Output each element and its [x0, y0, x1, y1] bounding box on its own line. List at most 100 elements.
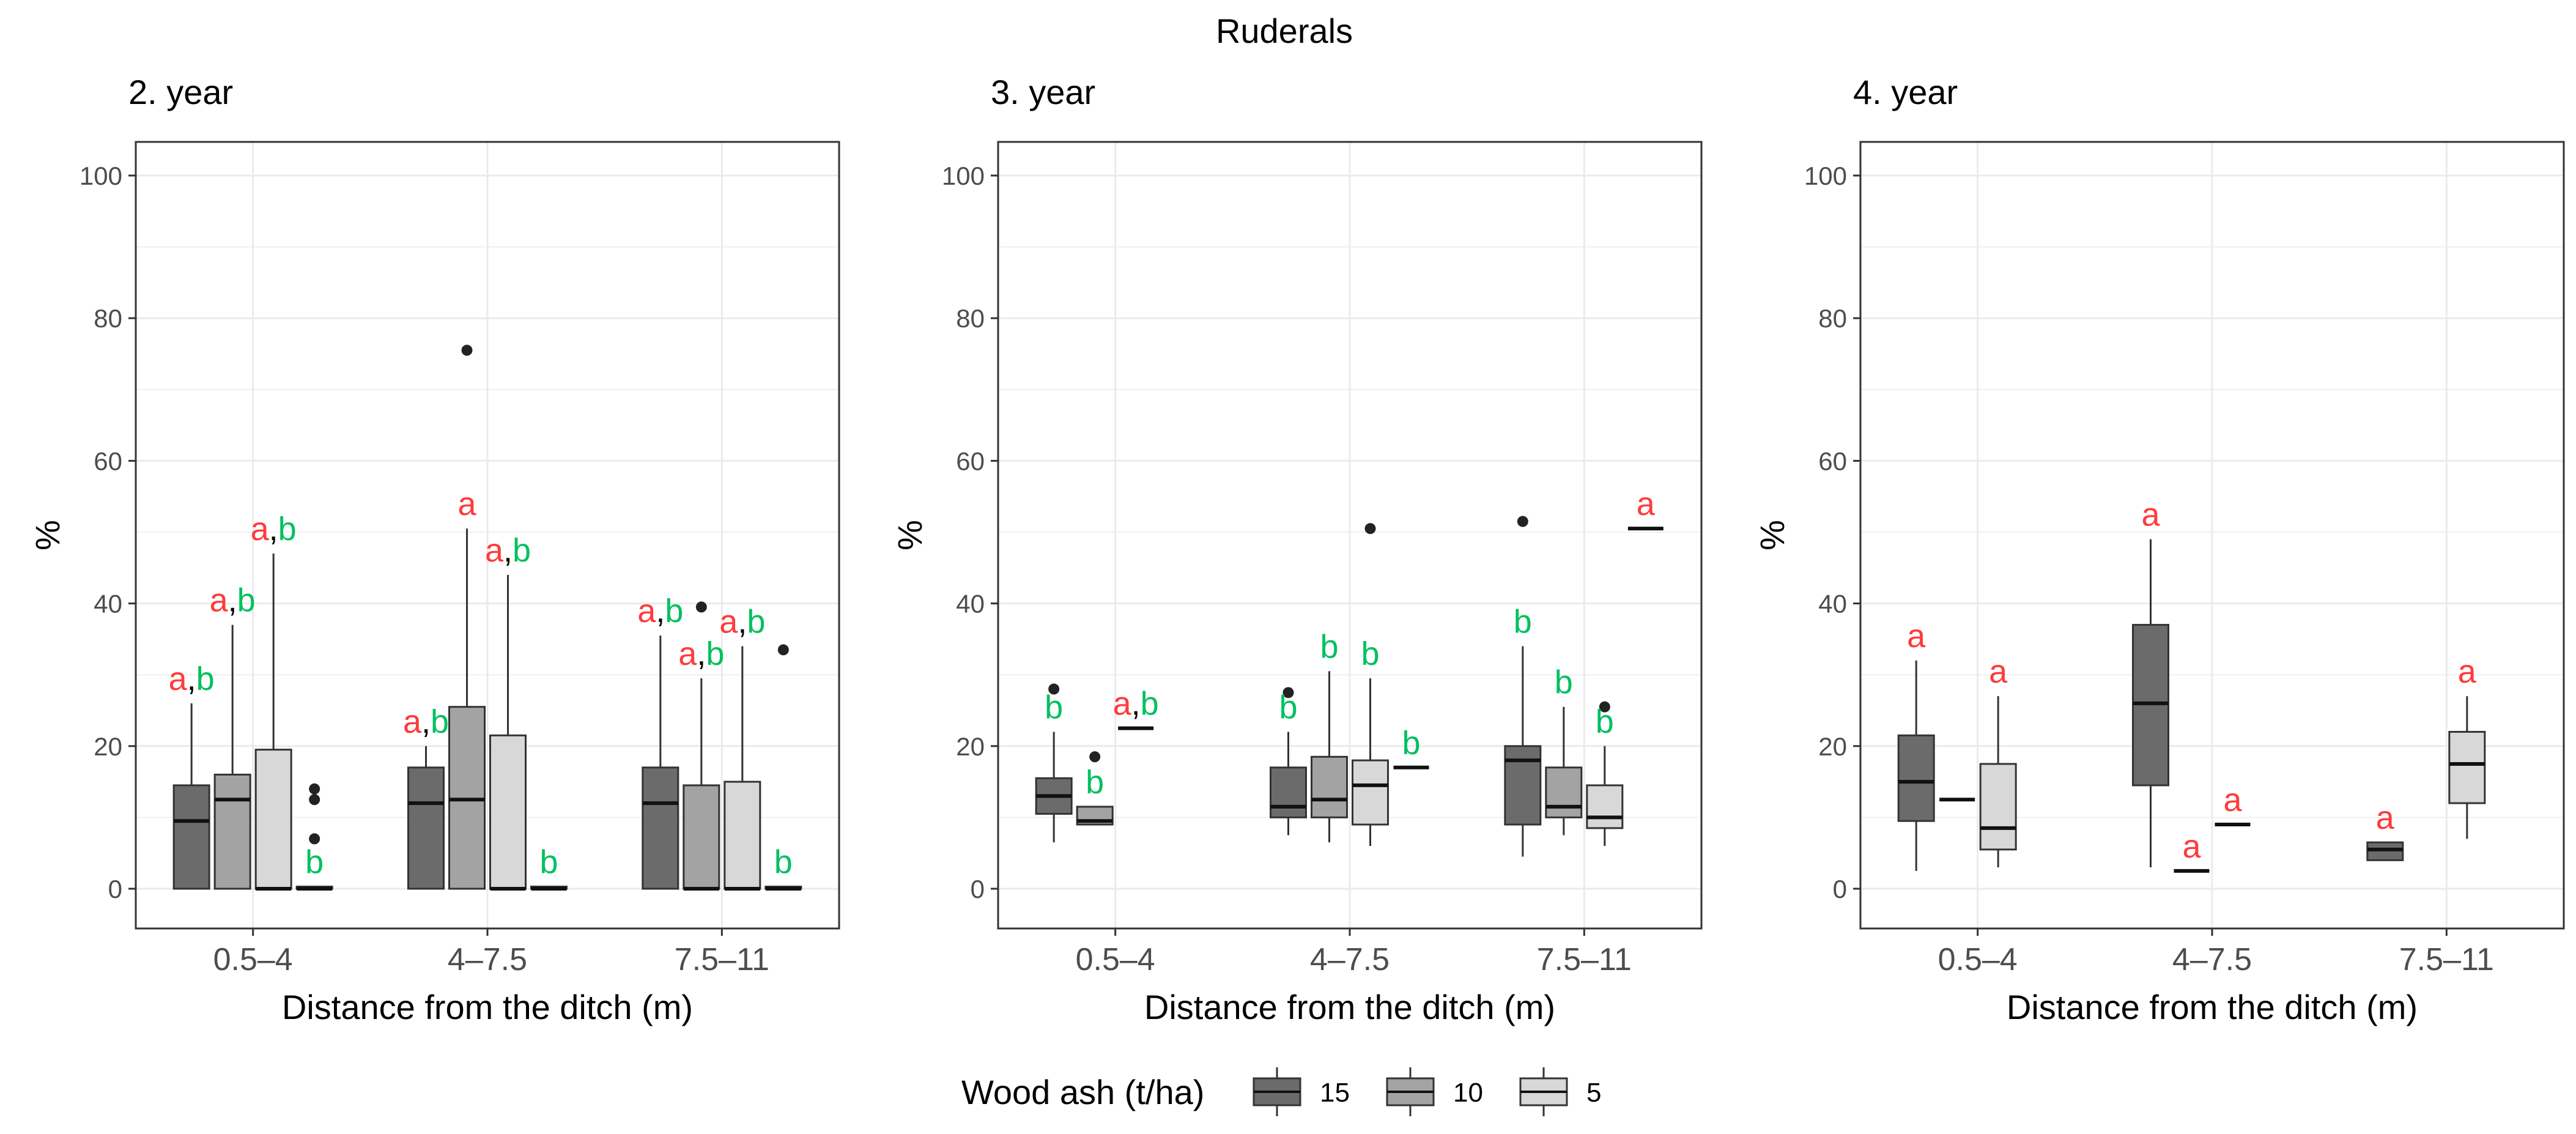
box-wash-15: b: [1504, 516, 1542, 857]
box-iqr: [1504, 745, 1542, 826]
outlier-point: [1364, 523, 1376, 535]
significance-label: a,b: [1113, 686, 1159, 722]
significance-letter-a: a: [1113, 686, 1132, 722]
significance-letter-a: a: [1989, 653, 2008, 690]
significance-label: a,b: [719, 604, 765, 640]
box-wash-15: b: [1035, 683, 1073, 843]
chart-title: Ruderals: [1216, 12, 1353, 50]
significance-label: a: [2376, 799, 2395, 836]
panel-title: 3. year: [991, 73, 1095, 111]
y-tick-label: 80: [94, 304, 122, 333]
significance-letter-a: a: [2141, 497, 2160, 533]
significance-letter-a: a: [2458, 653, 2477, 690]
box-wash-5: b: [1586, 701, 1624, 847]
y-tick-label: 80: [1818, 304, 1847, 333]
box-wash-10: b: [1311, 628, 1348, 843]
significance-label: a: [2223, 782, 2242, 818]
category-group: b b a,b: [1035, 683, 1159, 843]
label-comma: ,: [656, 593, 665, 629]
box-iqr: [1586, 784, 1624, 829]
category-group: aaa: [2132, 497, 2251, 873]
significance-label: a: [1907, 618, 1926, 654]
significance-label: a,b: [251, 511, 297, 547]
x-tick-label: 7.5–11: [675, 942, 769, 977]
significance-letter-a: a: [169, 661, 188, 697]
significance-letter-a: a: [403, 703, 422, 740]
outlier-point: [309, 833, 320, 845]
significance-letter-b: b: [747, 604, 765, 640]
significance-label: b: [1045, 689, 1063, 725]
panel-title: 2. year: [128, 73, 233, 111]
box-wash-15: b: [1270, 687, 1307, 836]
box-wash-5: a: [1979, 653, 2017, 868]
box-wash-15: a: [2132, 497, 2169, 868]
significance-label: b: [1086, 764, 1104, 801]
significance-letter-b: b: [431, 703, 449, 740]
significance-letter-b: b: [1596, 703, 1614, 740]
box-iqr: [254, 749, 292, 890]
legend: Wood ash (t/ha) 15 10 5: [961, 1067, 1601, 1116]
box-wash-0: a: [1627, 486, 1664, 531]
box-iqr: [2448, 730, 2486, 804]
box-wash-15: a: [1897, 618, 1935, 871]
y-tick-label: 80: [956, 304, 985, 333]
box-wash-10: a: [2174, 828, 2210, 873]
category-group: a,baa,bb: [403, 344, 568, 891]
significance-letter-b: b: [278, 511, 297, 547]
significance-letter-b: b: [1320, 628, 1338, 665]
significance-letter-a: a: [1907, 618, 1926, 654]
label-comma: ,: [1131, 686, 1141, 722]
box-wash-0: b: [764, 644, 802, 891]
significance-label: a,b: [485, 532, 531, 569]
significance-letter-b: b: [1402, 725, 1420, 762]
box-iqr: [1352, 759, 1389, 826]
category-group: aa: [1897, 618, 2017, 871]
outlier-point: [777, 644, 789, 656]
x-axis-title: Distance from the ditch (m): [1144, 988, 1555, 1026]
box-wash-15: a,b: [169, 661, 215, 890]
box-iqr: [407, 766, 445, 890]
y-axis-title: %: [1753, 520, 1791, 550]
outlier-point: [461, 344, 473, 356]
panel-title: 4. year: [1853, 73, 1958, 111]
box-wash-15: a,b: [637, 593, 683, 890]
category-group: a,ba,ba,bb: [169, 511, 333, 891]
y-tick-label: 100: [80, 161, 122, 190]
box-iqr: [642, 766, 679, 890]
x-tick-label: 4–7.5: [1310, 942, 1390, 977]
box-wash-10: a,b: [210, 582, 256, 890]
label-comma: ,: [697, 636, 706, 672]
significance-letter-b: b: [665, 593, 683, 629]
significance-label: b: [1361, 636, 1379, 672]
outlier-point: [309, 783, 320, 795]
significance-letter-a: a: [719, 604, 738, 640]
significance-label: b: [774, 844, 793, 881]
box-wash-5: a: [2215, 782, 2251, 827]
outlier-point: [1517, 516, 1528, 527]
significance-label: b: [539, 844, 558, 881]
x-tick-label: 4–7.5: [2172, 942, 2252, 977]
significance-letter-a: a: [637, 593, 656, 629]
outlier-point: [1282, 687, 1294, 699]
y-tick-label: 0: [971, 875, 985, 903]
significance-letter-b: b: [706, 636, 724, 672]
box-iqr: [213, 773, 251, 890]
legend-title: Wood ash (t/ha): [961, 1073, 1204, 1111]
significance-label: a,b: [637, 593, 683, 629]
panels: a,ba,ba,bba,baa,bba,ba,ba,bb020406080100…: [28, 73, 2565, 1026]
box-wash-10: b: [1545, 664, 1583, 836]
significance-label: a: [2141, 497, 2160, 533]
box-wash-10: b: [1076, 751, 1114, 826]
significance-letter-a: a: [1637, 486, 1656, 522]
significance-label: a: [1989, 653, 2008, 690]
significance-letter-a: a: [457, 486, 476, 522]
label-comma: ,: [503, 532, 513, 569]
box-wash-10: a: [448, 344, 486, 890]
legend-item-15: 15: [1253, 1067, 1350, 1116]
y-axis-title: %: [890, 520, 929, 550]
outlier-point: [1089, 751, 1101, 763]
box-iqr: [1979, 763, 2017, 851]
y-tick-label: 0: [108, 875, 122, 903]
